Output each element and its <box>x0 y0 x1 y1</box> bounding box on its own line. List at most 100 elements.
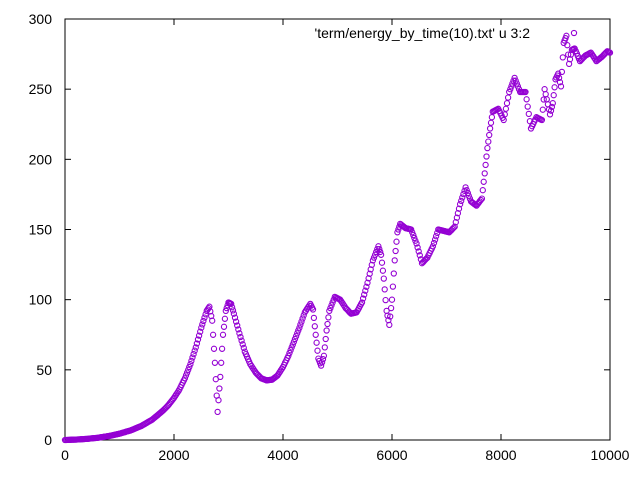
data-point <box>209 317 216 324</box>
y-tick-label: 0 <box>44 432 52 448</box>
data-point <box>387 304 395 312</box>
data-point <box>232 318 240 325</box>
data-point <box>412 237 419 244</box>
data-point <box>217 373 224 381</box>
data-point <box>193 340 201 347</box>
data-point <box>488 114 496 121</box>
data-point <box>371 251 379 258</box>
data-point <box>484 144 491 152</box>
data-point <box>450 224 457 231</box>
data-point <box>410 231 417 239</box>
data-point <box>218 359 225 366</box>
data-point <box>298 318 305 325</box>
data-point <box>413 240 420 247</box>
data-point <box>429 243 437 250</box>
data-series <box>61 32 614 444</box>
y-tick-label: 50 <box>36 362 52 378</box>
data-point <box>522 88 529 96</box>
data-point <box>201 314 208 321</box>
data-point <box>431 236 439 243</box>
data-point <box>318 359 326 366</box>
data-point <box>556 79 564 86</box>
data-point <box>411 234 418 242</box>
data-point <box>500 116 507 124</box>
data-point <box>185 366 192 373</box>
data-point <box>465 192 472 199</box>
data-point <box>361 291 368 298</box>
data-point <box>430 239 438 247</box>
data-point <box>524 103 531 110</box>
data-point <box>191 347 198 354</box>
data-point <box>238 337 245 344</box>
data-point <box>228 304 236 311</box>
data-point <box>459 194 466 201</box>
data-point <box>547 107 555 114</box>
data-point <box>289 341 296 348</box>
data-point <box>395 226 402 233</box>
data-point <box>501 111 508 118</box>
data-point <box>214 408 221 416</box>
data-point <box>216 385 223 392</box>
data-point <box>288 344 295 351</box>
data-point <box>464 189 471 197</box>
data-point <box>320 352 328 359</box>
data-point <box>382 296 389 304</box>
data-point <box>325 314 332 321</box>
data-point <box>482 161 489 169</box>
data-point <box>478 195 486 202</box>
data-point <box>211 359 219 366</box>
data-point <box>295 327 302 334</box>
data-point <box>503 100 511 107</box>
data-point <box>512 77 519 84</box>
data-point <box>480 178 487 185</box>
data-point <box>540 96 547 103</box>
data-point <box>394 229 401 236</box>
x-tick-label: 2000 <box>158 447 189 463</box>
data-point <box>310 314 318 322</box>
data-point <box>387 313 394 320</box>
data-point <box>390 270 397 277</box>
x-tick-label: 6000 <box>376 447 407 463</box>
data-point <box>375 243 382 250</box>
data-point <box>381 286 388 293</box>
x-tick-label: 4000 <box>267 447 298 463</box>
data-point <box>380 275 387 282</box>
x-tick-label: 10000 <box>591 447 630 463</box>
data-point <box>606 49 614 56</box>
y-tick-label: 300 <box>29 11 53 27</box>
data-point <box>287 347 294 354</box>
data-point <box>479 187 486 194</box>
data-point <box>409 229 416 236</box>
data-point <box>329 299 336 306</box>
data-point <box>327 304 334 312</box>
data-point <box>369 257 377 264</box>
data-point <box>386 321 393 329</box>
data-point <box>321 344 328 351</box>
data-point <box>228 300 235 308</box>
data-point <box>508 83 515 90</box>
data-point <box>218 345 226 352</box>
data-point <box>551 84 558 91</box>
data-point <box>415 248 422 255</box>
data-point <box>192 344 199 351</box>
data-point <box>215 397 222 404</box>
data-point <box>458 197 465 205</box>
data-point <box>541 86 548 93</box>
data-point <box>199 321 206 328</box>
data-point <box>237 333 244 341</box>
data-point <box>550 92 557 99</box>
data-point <box>182 372 190 379</box>
data-point <box>187 361 194 368</box>
data-point <box>432 233 440 240</box>
data-point <box>220 323 228 330</box>
data-point <box>366 270 373 277</box>
data-point <box>483 153 490 160</box>
data-point <box>311 323 318 330</box>
data-point <box>414 244 421 251</box>
data-point <box>563 32 570 39</box>
data-point <box>363 283 370 290</box>
data-point <box>393 238 400 245</box>
data-point <box>198 324 205 331</box>
data-point <box>194 336 202 343</box>
